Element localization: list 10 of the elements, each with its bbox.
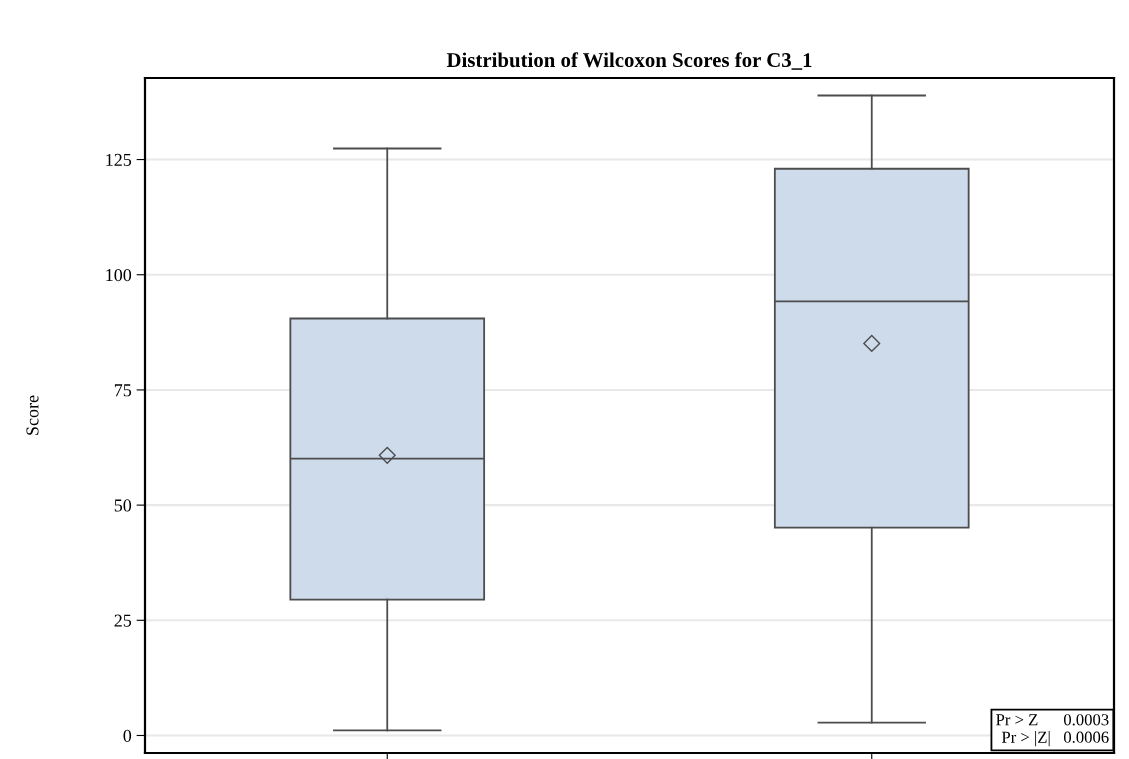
- y-tick-label: 0: [123, 729, 132, 742]
- y-axis-title: Score: [26, 395, 39, 435]
- chart-title: Distribution of Wilcoxon Scores for C3_1: [446, 52, 812, 70]
- y-tick-label: 75: [114, 384, 132, 397]
- y-tick-label: 100: [106, 269, 132, 282]
- annotation: Pr > Z 0.0003: [996, 714, 1109, 726]
- y-tick-label: 50: [114, 499, 132, 512]
- annotation: Pr > |Z| 0.0006: [1001, 731, 1109, 747]
- y-tick-label: 25: [114, 614, 132, 627]
- y-tick-label: 125: [106, 153, 132, 166]
